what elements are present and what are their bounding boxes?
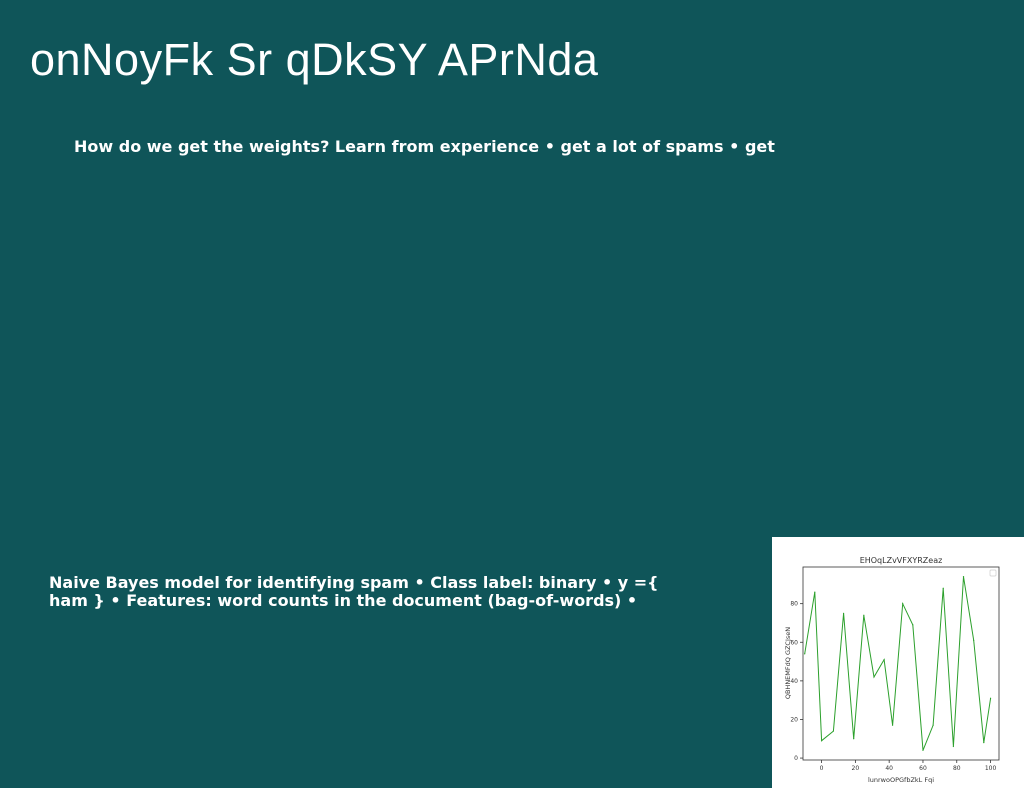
data-point <box>932 724 934 726</box>
series-line <box>804 576 992 751</box>
data-point <box>820 740 823 742</box>
y-tick-label: 60 <box>790 639 798 646</box>
data-point <box>912 624 914 626</box>
data-point <box>814 591 816 593</box>
data-point <box>989 697 992 699</box>
y-axis-label: QBHNEMFdQ GZCJseN <box>784 627 792 699</box>
y-tick-label: 20 <box>790 716 798 723</box>
chart-panel: EHOqLZvVFXYRZeaz 0 20 40 60 80 0 20 40 60 80 100 … <box>772 537 1024 788</box>
data-point <box>853 738 855 740</box>
data-point <box>891 724 894 726</box>
x-tick-label: 60 <box>919 765 927 772</box>
data-point <box>983 742 985 744</box>
data-point <box>973 639 975 641</box>
x-tick-label: 20 <box>852 765 860 772</box>
x-axis-label: lunrwoOPGfbZkL Fqi <box>868 776 934 784</box>
data-point <box>883 659 885 661</box>
legend-box <box>989 569 997 577</box>
data-point <box>962 576 965 578</box>
x-tick-label: 100 <box>985 765 997 772</box>
y-tick-label: 40 <box>790 678 798 685</box>
x-tick-label: 80 <box>953 765 961 772</box>
chart-title: EHOqLZvVFXYRZeaz <box>860 556 943 565</box>
weights-paragraph: How do we get the weights? Learn from ex… <box>74 137 775 156</box>
data-point <box>952 745 954 748</box>
data-point <box>873 676 875 678</box>
plot-frame <box>802 566 1000 761</box>
data-point <box>863 614 865 616</box>
y-tick-label: 80 <box>790 601 798 608</box>
data-point <box>842 612 845 614</box>
data-point <box>902 603 904 605</box>
x-tick-label: 0 <box>820 765 824 772</box>
slide-title: onNoyFk Sr qDkSY APrNda <box>30 34 599 85</box>
y-tick-label: 0 <box>794 755 798 762</box>
naive-bayes-paragraph: Naive Bayes model for identifying spam •… <box>49 573 659 610</box>
x-tick-label: 40 <box>885 765 893 772</box>
data-point <box>922 749 924 751</box>
data-point <box>942 587 944 589</box>
data-point <box>832 730 835 732</box>
data-point <box>804 653 806 655</box>
